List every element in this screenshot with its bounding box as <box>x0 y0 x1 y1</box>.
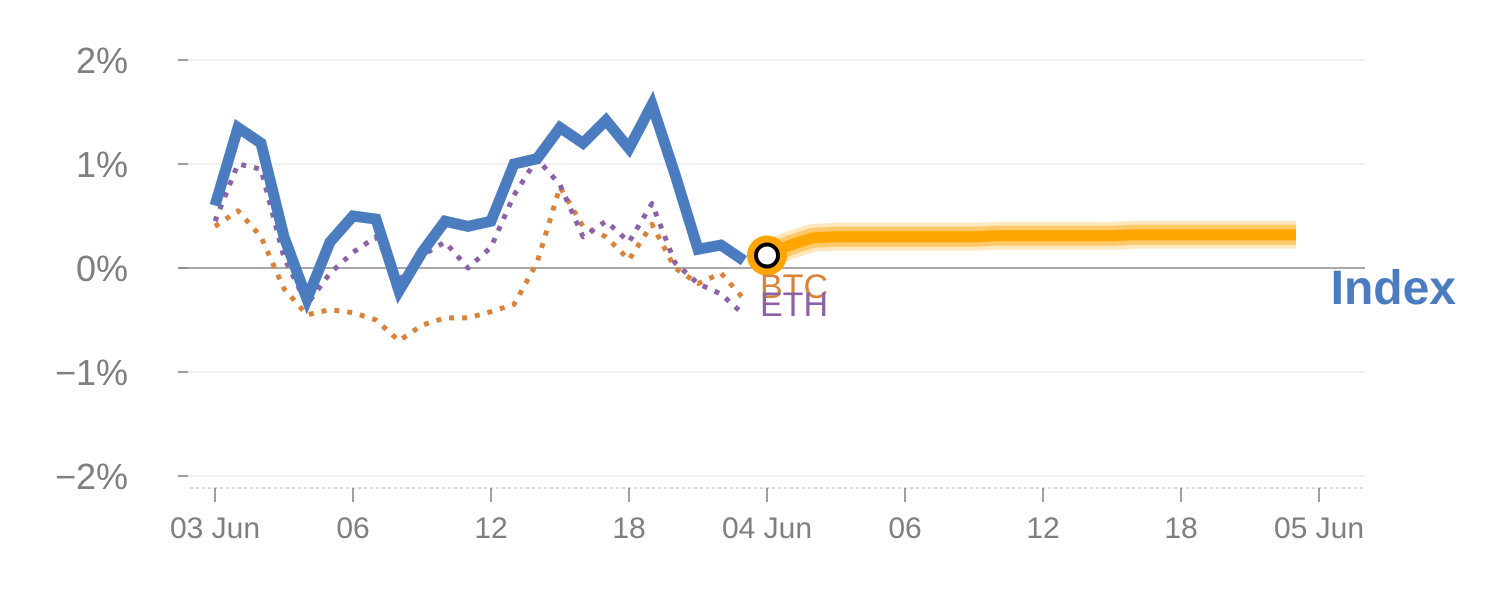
x-tick-label: 04 Jun <box>722 512 812 545</box>
x-axis: 03 Jun 06 12 18 04 Jun 06 12 18 05 Jun <box>170 487 1365 545</box>
y-axis: 2% 1% 0% −1% −2% <box>55 40 188 497</box>
x-tick-label: 06 <box>888 512 921 545</box>
btc-line <box>213 184 746 344</box>
y-tick-label: 1% <box>76 144 128 185</box>
x-tick-label: 03 Jun <box>170 512 260 545</box>
btc-label: BTC <box>760 268 828 306</box>
marker-layer <box>747 235 787 276</box>
y-tick-label: 0% <box>76 248 128 289</box>
y-tick-label: −1% <box>55 352 128 393</box>
eth-line <box>212 156 746 317</box>
y-tick-label: 2% <box>76 40 128 81</box>
index-line <box>209 90 748 315</box>
index-label: Index <box>1331 262 1457 315</box>
series-layer <box>209 90 1296 344</box>
y-tick-label: −2% <box>55 456 128 497</box>
x-tick-label: 05 Jun <box>1274 512 1364 545</box>
x-tick-label: 12 <box>1026 512 1059 545</box>
current-marker <box>754 242 780 269</box>
x-tick-label: 18 <box>612 512 645 545</box>
forecast-line <box>764 229 1296 261</box>
eth-label: ETH <box>760 286 828 324</box>
x-tick-label: 12 <box>474 512 507 545</box>
x-tick-label: 18 <box>1164 512 1197 545</box>
x-tick-label: 06 <box>336 512 369 545</box>
